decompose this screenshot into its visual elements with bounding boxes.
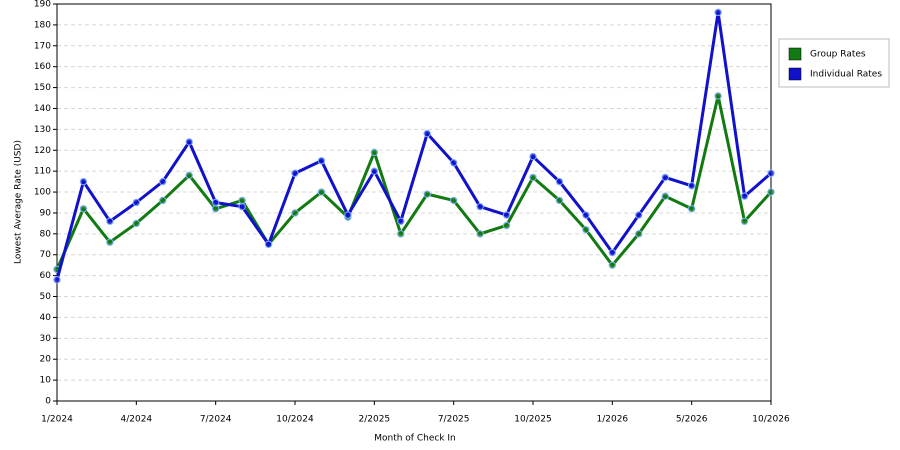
y-tick-label: 30 [40, 334, 52, 344]
data-point [555, 177, 564, 186]
legend: Group Rates Individual Rates [778, 38, 890, 88]
data-point [291, 169, 299, 177]
y-tick-label: 0 [45, 397, 51, 407]
data-point [132, 219, 141, 228]
data-point [370, 167, 379, 175]
data-point [317, 188, 326, 196]
data-point [159, 196, 167, 205]
data-point [502, 211, 511, 219]
data-point [185, 171, 193, 180]
data-point [529, 173, 537, 182]
x-axis-label: Month of Check In [374, 434, 456, 444]
y-tick-label: 190 [34, 0, 51, 10]
x-tick-label: 10/2025 [514, 415, 551, 425]
y-tick-label: 10 [40, 376, 52, 386]
y-tick-label: 50 [40, 292, 52, 302]
y-tick-label: 100 [34, 188, 51, 198]
data-point [740, 217, 749, 226]
y-tick-label: 40 [40, 313, 52, 323]
y-tick-label: 90 [40, 208, 52, 218]
data-point [397, 217, 405, 226]
data-point [53, 276, 61, 284]
x-tick-label: 10/2026 [752, 415, 790, 425]
data-point [476, 202, 484, 211]
data-point [529, 152, 537, 161]
legend-box [778, 38, 890, 88]
legend-label: Individual Rates [810, 70, 882, 80]
data-point [687, 205, 696, 213]
legend-swatch [788, 67, 802, 81]
y-tick-label: 170 [34, 41, 51, 51]
y-tick-label: 180 [34, 20, 51, 30]
data-point [582, 211, 590, 219]
data-point [714, 8, 722, 17]
data-point [106, 217, 114, 226]
data-point [159, 177, 167, 186]
legend-swatch [788, 47, 802, 61]
data-point [397, 230, 405, 238]
y-tick-label: 20 [40, 355, 52, 365]
data-point [608, 248, 617, 257]
y-tick-label: 60 [40, 271, 52, 281]
x-tick-label: 10/2024 [276, 415, 314, 425]
x-tick-label: 5/2026 [676, 415, 708, 425]
x-tick-label: 4/2024 [120, 415, 152, 425]
data-point [106, 238, 114, 246]
data-point [476, 230, 484, 238]
data-point [767, 169, 775, 177]
data-point [502, 221, 511, 230]
data-point [132, 198, 141, 207]
data-point [687, 182, 696, 190]
series-line [55, 94, 773, 270]
data-point [317, 157, 326, 165]
data-point [449, 159, 458, 167]
y-tick-label: 150 [34, 83, 51, 93]
data-point [264, 240, 273, 248]
y-axis-label: Lowest Average Rate (USD) [14, 140, 24, 264]
legend-label: Group Rates [810, 50, 866, 60]
data-point [608, 261, 617, 269]
y-tick-label: 80 [40, 229, 52, 239]
x-tick-label: 1/2026 [596, 415, 628, 425]
data-point [238, 202, 246, 211]
data-point [767, 188, 775, 196]
x-tick-label: 1/2024 [41, 415, 73, 425]
data-point [79, 205, 88, 213]
x-tick-label: 2/2025 [358, 415, 390, 425]
data-point [291, 209, 299, 217]
y-tick-label: 160 [34, 62, 51, 72]
y-tick-label: 70 [40, 250, 52, 260]
data-point [661, 192, 669, 200]
plot-frame [56, 3, 772, 402]
series-line [55, 10, 772, 281]
data-point [370, 148, 379, 157]
x-tick-label: 7/2024 [200, 415, 232, 425]
data-point [185, 138, 193, 146]
data-point [423, 190, 431, 198]
data-point [238, 196, 246, 205]
y-tick-label: 110 [34, 167, 51, 177]
data-point [740, 192, 749, 200]
data-point [714, 92, 722, 100]
data-point [449, 196, 458, 205]
data-point [661, 173, 669, 182]
y-tick-label: 140 [34, 104, 51, 114]
y-tick-label: 130 [34, 125, 51, 135]
data-point [635, 211, 643, 219]
data-point [79, 177, 88, 186]
y-tick-label: 120 [34, 146, 51, 156]
x-tick-label: 7/2025 [438, 415, 470, 425]
data-point [211, 205, 220, 213]
data-point [344, 211, 352, 219]
data-point [423, 129, 431, 138]
data-point [582, 225, 590, 234]
data-point [635, 230, 643, 238]
data-point [555, 196, 564, 205]
data-point [211, 198, 220, 207]
